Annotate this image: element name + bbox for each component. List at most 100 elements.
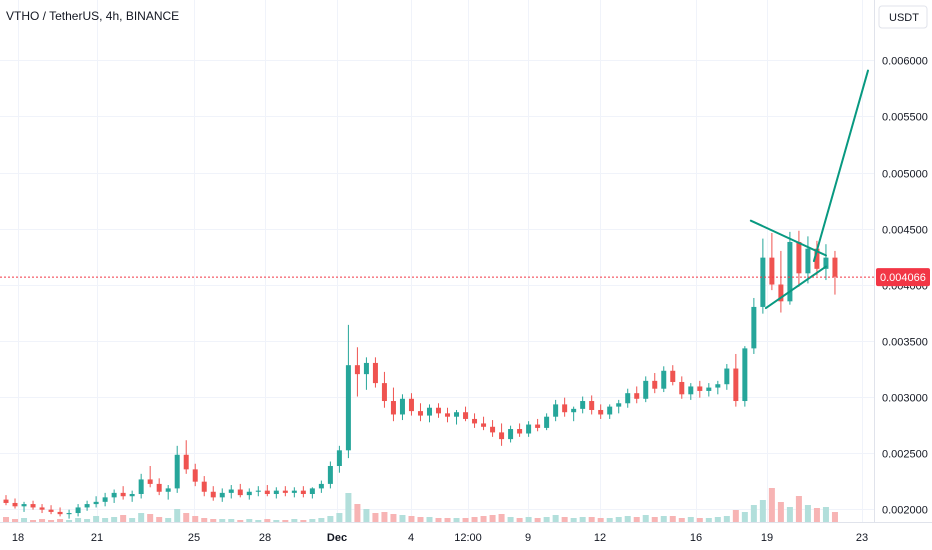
y-tick-label: 0.006000 bbox=[882, 56, 928, 68]
y-tick-label: 0.002500 bbox=[882, 449, 928, 461]
price-axis-ticks[interactable]: 0.0060000.0055000.0050000.0045000.004000… bbox=[882, 56, 928, 517]
volume-bar bbox=[705, 518, 712, 522]
y-tick-label: 0.005500 bbox=[882, 112, 928, 124]
volume-bar bbox=[462, 518, 469, 522]
volume-bar bbox=[417, 517, 424, 522]
candle-body bbox=[562, 404, 568, 413]
volume-bar bbox=[93, 516, 100, 522]
volume-bar bbox=[165, 518, 172, 522]
last-price-label: 0.004066 bbox=[880, 272, 926, 284]
volume-bar bbox=[291, 519, 298, 522]
volume-bar bbox=[255, 520, 262, 522]
volume-bar bbox=[444, 518, 451, 522]
y-tick-label: 0.002000 bbox=[882, 505, 928, 517]
grid-lines bbox=[0, 0, 874, 522]
candle-body bbox=[616, 403, 622, 407]
candle-body bbox=[327, 465, 333, 484]
currency-label: USDT bbox=[889, 12, 919, 24]
candle-body bbox=[544, 416, 550, 428]
time-axis-ticks[interactable]: 18 21 25 28 Dec 4 12:00 9 12 16 19 23 bbox=[12, 532, 868, 544]
candle-body bbox=[463, 412, 469, 419]
volume-bar bbox=[48, 520, 55, 522]
trendline bbox=[749, 219, 827, 257]
volume-bar bbox=[831, 512, 838, 522]
candle-body bbox=[580, 401, 586, 409]
trendline-drawings[interactable] bbox=[749, 69, 869, 310]
candle-body bbox=[535, 424, 541, 428]
candle-body bbox=[408, 398, 414, 412]
candle-body bbox=[372, 362, 378, 384]
candle-body bbox=[354, 365, 360, 375]
x-tick-label: Dec bbox=[327, 532, 347, 544]
chart-title: VTHO / TetherUS, 4h, BINANCE bbox=[6, 9, 179, 23]
candle-body bbox=[345, 365, 351, 451]
x-tick-label: 12:00 bbox=[454, 532, 482, 544]
candle-body bbox=[697, 386, 703, 391]
volume-bar bbox=[75, 518, 82, 522]
volume-bar bbox=[561, 517, 568, 522]
volume-bar bbox=[210, 519, 217, 522]
candle-body bbox=[174, 454, 180, 489]
volume-bar bbox=[219, 519, 226, 522]
volume-bar bbox=[237, 520, 244, 522]
volume-bar bbox=[624, 516, 631, 522]
volume-bar bbox=[300, 520, 307, 522]
volume-bar bbox=[66, 520, 73, 522]
volume-bar bbox=[390, 514, 397, 522]
candle-body bbox=[706, 387, 712, 391]
candle-body bbox=[138, 479, 144, 494]
candle-body bbox=[84, 504, 90, 508]
candle-body bbox=[805, 248, 811, 274]
x-tick-label: 23 bbox=[856, 532, 868, 544]
candle-body bbox=[553, 404, 559, 417]
candle-body bbox=[436, 407, 442, 414]
volume-bar bbox=[786, 507, 793, 522]
volume-bar bbox=[192, 516, 199, 522]
volume-bar bbox=[408, 516, 415, 522]
volume-bar bbox=[615, 517, 622, 522]
y-tick-label: 0.004500 bbox=[882, 225, 928, 237]
y-tick-label: 0.005000 bbox=[882, 169, 928, 181]
volume-bar bbox=[579, 517, 586, 522]
volume-bar bbox=[471, 517, 478, 522]
candle-body bbox=[39, 507, 45, 510]
candle-body bbox=[778, 284, 784, 302]
volume-bar bbox=[111, 517, 118, 522]
candle-body bbox=[733, 368, 739, 402]
volume-bar bbox=[183, 513, 190, 522]
candle-body bbox=[66, 513, 72, 515]
trendline bbox=[812, 69, 869, 262]
candle-body bbox=[760, 257, 766, 307]
candle-body bbox=[643, 380, 649, 399]
candle-body bbox=[309, 488, 315, 494]
candle-body bbox=[742, 348, 748, 402]
volume-bar bbox=[354, 504, 361, 522]
candle-body bbox=[634, 393, 640, 399]
candle-body bbox=[291, 490, 297, 493]
volume-bar bbox=[129, 518, 136, 522]
volume-bar bbox=[732, 510, 739, 522]
candle-body bbox=[769, 257, 775, 285]
candle-body bbox=[246, 491, 252, 496]
volume-bar bbox=[768, 488, 775, 522]
volume-bar bbox=[804, 505, 811, 522]
candle-body bbox=[508, 429, 514, 440]
volume-bar bbox=[516, 518, 523, 522]
volume-bar bbox=[138, 513, 145, 522]
volume-bar bbox=[84, 519, 91, 522]
candle-body bbox=[454, 412, 460, 417]
candle-body bbox=[390, 401, 396, 415]
candle-body bbox=[526, 424, 532, 434]
candle-body bbox=[12, 502, 18, 507]
currency-button[interactable]: USDT bbox=[878, 5, 928, 29]
volume-bar bbox=[642, 515, 649, 522]
volume-bar bbox=[174, 509, 181, 522]
candle-body bbox=[201, 481, 207, 492]
x-tick-label: 28 bbox=[259, 532, 271, 544]
candle-body bbox=[237, 489, 243, 496]
volume-bar bbox=[507, 517, 514, 522]
candle-body bbox=[472, 418, 478, 424]
volume-bar bbox=[813, 508, 820, 522]
